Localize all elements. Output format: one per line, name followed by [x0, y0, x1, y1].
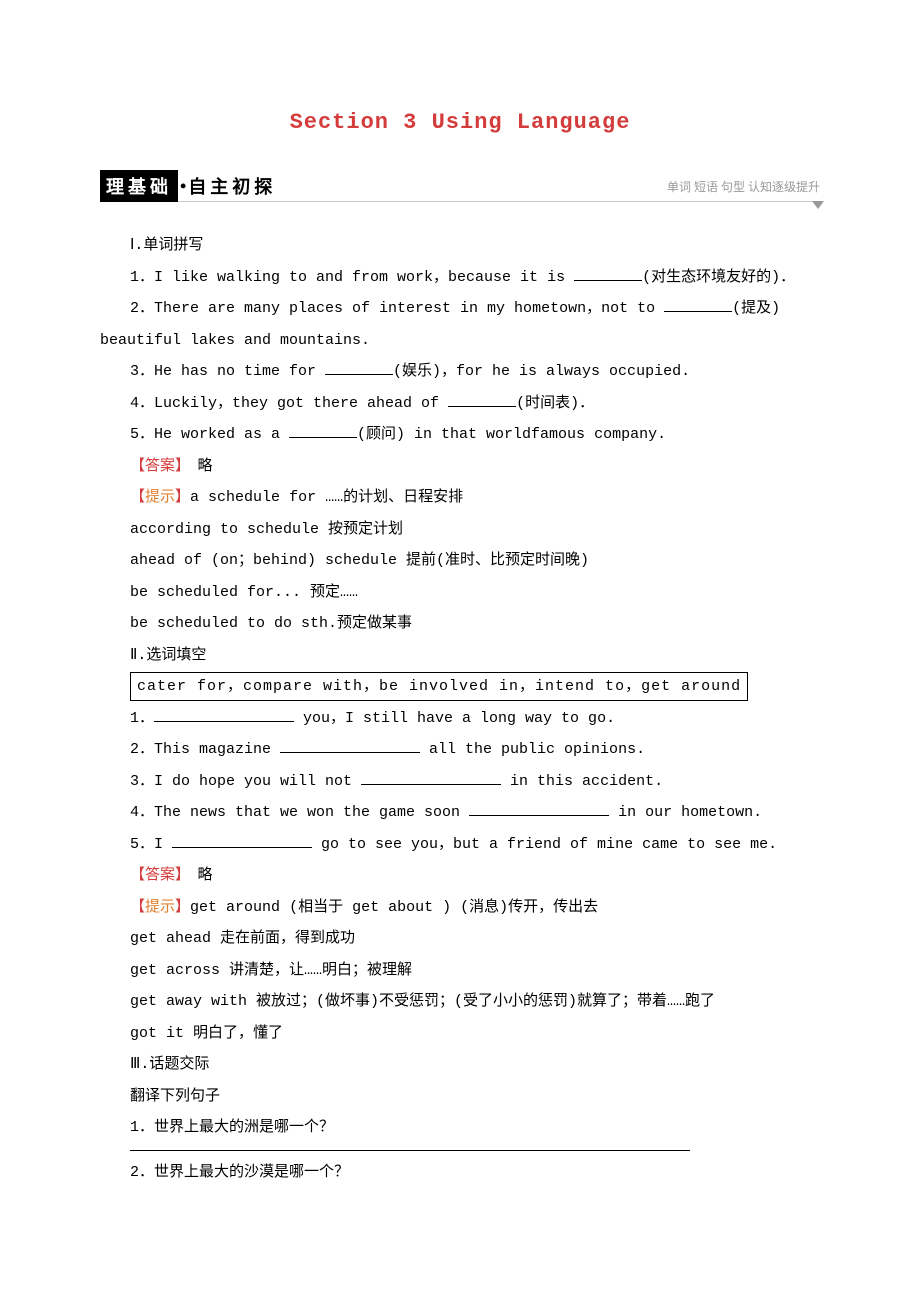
- blank: [469, 802, 609, 817]
- sec2-hint-4: got it 明白了，懂了: [100, 1018, 820, 1050]
- sec2-hint-2: get across 讲清楚，让……明白；被理解: [100, 955, 820, 987]
- text: all the public opinions.: [420, 741, 645, 758]
- hint-bracket-close: 】: [175, 489, 190, 506]
- sec3-q1: 1．世界上最大的洲是哪一个？: [100, 1112, 820, 1144]
- banner-right-text: 单词 短语 句型 认知逐级提升: [667, 178, 820, 195]
- sec1-hint-4: be scheduled to do sth.预定做某事: [100, 608, 820, 640]
- blank: [325, 361, 393, 376]
- sec3-sub: 翻译下列句子: [100, 1081, 820, 1113]
- hint-text: get around (相当于 get about ) (消息)传开，传出去: [190, 899, 598, 916]
- sec2-heading: Ⅱ.选词填空: [100, 640, 820, 672]
- text: (对生态环境友好的)．: [642, 269, 795, 286]
- text: 1．I like walking to and from work，becaus…: [130, 269, 574, 286]
- blank: [361, 770, 501, 785]
- sec1-heading: Ⅰ.单词拼写: [100, 230, 820, 262]
- text: (提及): [732, 300, 780, 317]
- banner-dot: •: [180, 176, 186, 197]
- sec2-item-4: 4．The news that we won the game soon in …: [100, 797, 820, 829]
- sec1-item-2-cont: beautiful lakes and mountains.: [100, 325, 820, 357]
- text: 4．The news that we won the game soon: [130, 804, 469, 821]
- body-content: Ⅰ.单词拼写 1．I like walking to and from work…: [100, 230, 820, 1188]
- sec2-item-3: 3．I do hope you will not in this acciden…: [100, 766, 820, 798]
- text: in our hometown.: [609, 804, 762, 821]
- banner-black-label: 理基础: [100, 170, 178, 202]
- text: 4．Luckily，they got there ahead of: [130, 395, 448, 412]
- blank: [289, 424, 357, 439]
- sec2-item-1: 1． you，I still have a long way to go.: [100, 703, 820, 735]
- banner-white-label: 自主初探: [188, 173, 276, 199]
- sec2-hint-line: 【提示】get around (相当于 get about ) (消息)传开，传…: [100, 892, 820, 924]
- worksheet-page: Section 3 Using Language 理基础 • 自主初探 单词 短…: [0, 0, 920, 1302]
- blank: [154, 707, 294, 722]
- blank: [172, 833, 312, 848]
- sec2-item-2: 2．This magazine all the public opinions.: [100, 734, 820, 766]
- text: 3．I do hope you will not: [130, 773, 361, 790]
- text: (顾问) in that world­famous company.: [357, 426, 666, 443]
- text: go to see you，but a friend of mine came …: [312, 836, 777, 853]
- blank: [280, 739, 420, 754]
- text: 5．He worked as a: [130, 426, 289, 443]
- answer-label: 【答案】: [130, 458, 183, 475]
- sec1-item-2: 2．There are many places of interest in m…: [100, 293, 820, 325]
- sec1-hint-2: ahead of (on；behind) schedule 提前(准时、比预定时…: [100, 545, 820, 577]
- hint-bracket-open: 【: [130, 489, 145, 506]
- text: in this accident.: [501, 773, 663, 790]
- text: 3．He has no time for: [130, 363, 325, 380]
- answer-label: 【答案】: [130, 867, 183, 884]
- sec1-item-5: 5．He worked as a (顾问) in that world­famo…: [100, 419, 820, 451]
- hint-bracket-close: 】: [175, 899, 190, 916]
- text: 1．: [130, 710, 154, 727]
- answer-val: 略: [198, 867, 213, 884]
- sec1-item-1: 1．I like walking to and from work，becaus…: [100, 262, 820, 294]
- word-box-wrapper: cater for，compare with，be involved in，in…: [100, 671, 820, 703]
- sec1-item-4: 4．Luckily，they got there ahead of (时间表)．: [100, 388, 820, 420]
- sec1-answer: 【答案】 略: [100, 451, 820, 483]
- sec2-answer: 【答案】 略: [100, 860, 820, 892]
- word-box: cater for，compare with，be involved in，in…: [130, 672, 748, 701]
- blank: [574, 266, 642, 281]
- sec3-q2: 2．世界上最大的沙漠是哪一个？: [100, 1157, 820, 1189]
- blank: [448, 392, 516, 407]
- sec1-hint-1: according to schedule 按预定计划: [100, 514, 820, 546]
- text: 2．There are many places of interest in m…: [130, 300, 664, 317]
- text: you，I still have a long way to go.: [294, 710, 615, 727]
- section-banner: 理基础 • 自主初探 单词 短语 句型 认知逐级提升: [100, 171, 820, 202]
- sec2-hint-1: get ahead 走在前面，得到成功: [100, 923, 820, 955]
- answer-line: [130, 1150, 690, 1151]
- sec1-hint-3: be scheduled for... 预定……: [100, 577, 820, 609]
- text: 2．This magazine: [130, 741, 280, 758]
- text: (娱乐)，for he is always occupied.: [393, 363, 690, 380]
- hint-word: 提示: [145, 489, 175, 506]
- hint-text: a schedule for ……的计划、日程安排: [190, 489, 463, 506]
- sec1-item-3: 3．He has no time for (娱乐)，for he is alwa…: [100, 356, 820, 388]
- blank: [664, 298, 732, 313]
- answer-val: 略: [198, 458, 213, 475]
- text: 5．I: [130, 836, 172, 853]
- banner-arrow-icon: [812, 201, 824, 209]
- sec1-hint-line: 【提示】a schedule for ……的计划、日程安排: [100, 482, 820, 514]
- hint-word: 提示: [145, 899, 175, 916]
- sec2-hint-3: get away with 被放过；(做坏事)不受惩罚；(受了小小的惩罚)就算了…: [100, 986, 820, 1018]
- text: (时间表)．: [516, 395, 594, 412]
- page-title: Section 3 Using Language: [100, 110, 820, 135]
- sec2-item-5: 5．I go to see you，but a friend of mine c…: [100, 829, 820, 861]
- hint-bracket-open: 【: [130, 899, 145, 916]
- sec3-heading: Ⅲ.话题交际: [100, 1049, 820, 1081]
